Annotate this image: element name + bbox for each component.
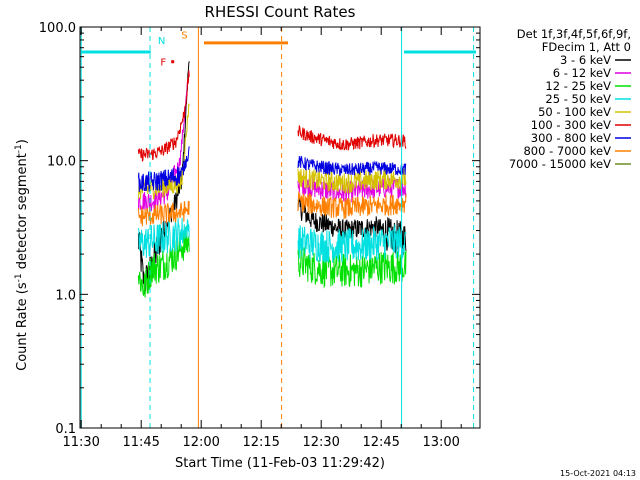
legend-entry-label: 300 - 800 keV [531,131,611,145]
marker-label-F: F [160,58,166,69]
x-tick-label: 12:45 [362,435,399,450]
series-3-segment-0 [137,217,190,258]
y-tick-label: 0.1 [55,422,76,437]
series-7-segment-0 [137,200,190,227]
x-tick-label: 12:00 [182,435,219,450]
render-timestamp: 15-Oct-2021 04:13 [560,469,636,478]
series-2-segment-0 [137,226,190,298]
series-0-segment-1 [297,197,407,256]
x-tick-label: 12:15 [242,435,279,450]
y-tick-label: 1.0 [55,288,76,303]
series-5-segment-1 [297,125,407,151]
legend-header: Det 1f,3f,4f,5f,6f,9f, [517,27,631,41]
series-6-segment-1 [297,155,407,176]
series-3-segment-1 [297,224,407,263]
x-axis-label: Start Time (11-Feb-03 11:29:42) [175,456,385,471]
x-tick-label: 13:00 [422,435,459,450]
marker-label-N: N [158,36,165,47]
legend-entry-label: 50 - 100 keV [538,105,611,119]
series-6-segment-0 [137,146,190,193]
x-tick-label: 11:45 [122,435,159,450]
series-7-segment-1 [297,191,407,219]
x-tick-label: 11:30 [62,435,99,450]
chart-title: RHESSI Count Rates [205,3,356,21]
series-2-segment-1 [297,246,407,289]
marker-label-S: S [181,30,187,41]
series-5-segment-0 [137,70,190,162]
legend-header: FDecim 1, Att 0 [542,40,631,54]
y-tick-label: 10.0 [47,155,76,170]
y-tick-label: 100.0 [39,21,76,36]
legend: Det 1f,3f,4f,5f,6f,9f,FDecim 1, Att 03 -… [509,27,631,171]
legend-entry-label: 25 - 50 keV [545,92,611,106]
legend-entry-label: 800 - 7000 keV [523,144,611,158]
legend-entry-label: 12 - 25 keV [545,79,611,93]
plot-frame [79,26,481,429]
plot-area: NF S [80,27,476,428]
legend-entry-label: 7000 - 15000 keV [509,157,611,171]
legend-entry-label: 3 - 6 keV [560,53,611,67]
x-tick-label: 12:30 [302,435,339,450]
axes: 11:30 11:45 12:00 12:15 12:30 12:45 13:00 0.1 1.… [39,21,481,450]
flare-marker-dot [171,60,175,64]
y-axis-label: Count Rate (s-1 detector segment-1) [14,139,30,371]
series-4-segment-1 [297,168,407,194]
legend-entry-label: 100 - 300 keV [531,118,611,132]
legend-entry-label: 6 - 12 keV [553,66,611,80]
